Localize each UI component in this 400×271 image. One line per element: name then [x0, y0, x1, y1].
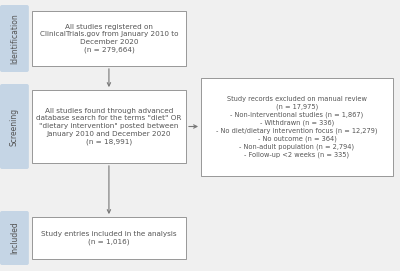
Bar	[32, 217, 186, 259]
Bar	[32, 11, 186, 66]
Text: All studies found through advanced
database search for the terms "diet" OR
"diet: All studies found through advanced datab…	[36, 108, 182, 145]
Bar	[201, 78, 393, 176]
Text: Study entries included in the analysis
(n = 1,016): Study entries included in the analysis (…	[41, 231, 177, 245]
Text: Included: Included	[10, 222, 19, 254]
FancyBboxPatch shape	[0, 5, 29, 72]
FancyBboxPatch shape	[0, 211, 29, 265]
Text: All studies registered on
ClinicalTrials.gov from January 2010 to
December 2020
: All studies registered on ClinicalTrials…	[40, 24, 178, 53]
Text: Screening: Screening	[10, 107, 19, 146]
Text: Study records excluded on manual review
(n = 17,975)
- Non-interventional studie: Study records excluded on manual review …	[216, 96, 378, 158]
Bar	[32, 90, 186, 163]
Text: Identification: Identification	[10, 13, 19, 64]
FancyBboxPatch shape	[0, 84, 29, 169]
